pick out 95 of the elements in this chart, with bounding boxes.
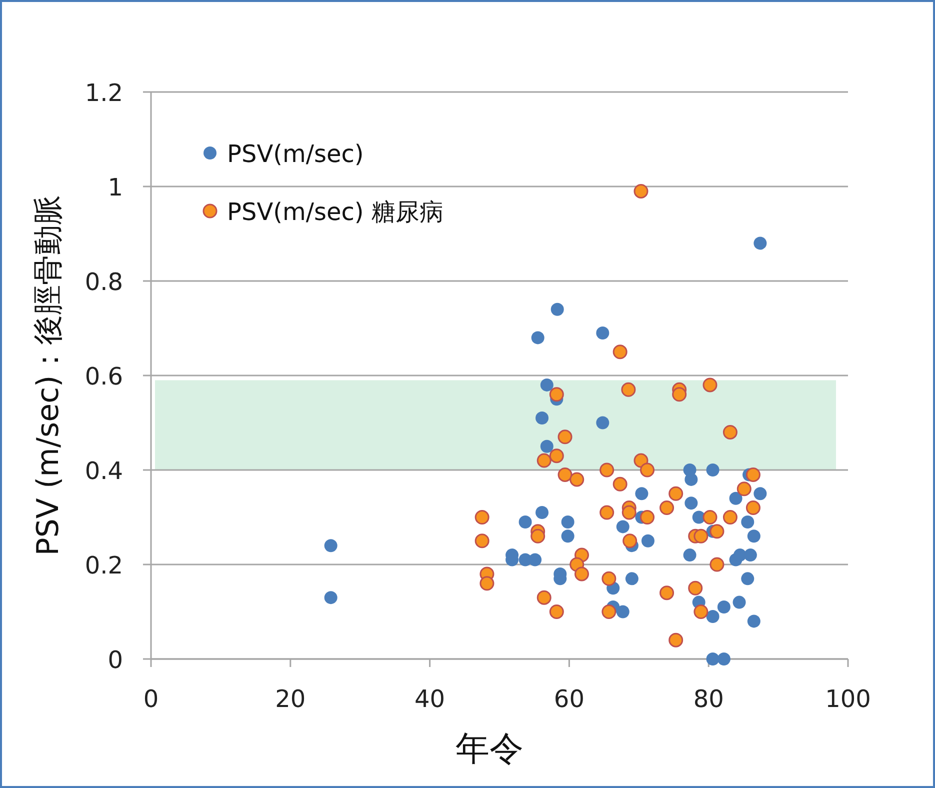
point xyxy=(736,482,752,496)
x-tick-label: 0 xyxy=(143,685,159,713)
point xyxy=(561,530,574,543)
point xyxy=(612,476,628,492)
point xyxy=(634,184,648,198)
point xyxy=(702,510,718,524)
point xyxy=(746,467,760,482)
point xyxy=(602,571,616,586)
point xyxy=(702,378,718,392)
legend-label: PSV(m/sec) xyxy=(227,140,364,168)
point xyxy=(722,510,738,524)
point xyxy=(531,331,544,344)
point xyxy=(732,596,746,609)
point xyxy=(684,496,698,510)
point xyxy=(754,487,767,500)
x-tick-label: 20 xyxy=(275,685,306,713)
point xyxy=(694,604,708,619)
point xyxy=(640,510,655,524)
point xyxy=(729,492,742,505)
point xyxy=(600,505,614,520)
point xyxy=(621,382,636,397)
y-tick-label: 1.2 xyxy=(84,79,123,107)
xlabel: 年令 xyxy=(456,729,524,769)
point xyxy=(602,604,616,619)
point xyxy=(561,515,574,528)
point xyxy=(635,487,648,500)
point xyxy=(747,530,760,543)
point xyxy=(706,652,720,666)
point xyxy=(744,548,757,562)
x-tick-label: 80 xyxy=(693,685,724,713)
point xyxy=(530,528,546,544)
y-tick-label: 0.4 xyxy=(84,457,123,485)
x-tick-label: 40 xyxy=(414,685,446,713)
point xyxy=(640,462,655,478)
point xyxy=(528,553,542,566)
y-tick-label: 0.2 xyxy=(84,552,123,580)
point xyxy=(684,472,698,486)
y-tick-label: 0 xyxy=(108,646,123,674)
point xyxy=(706,610,720,623)
point xyxy=(540,440,554,453)
point xyxy=(747,614,760,628)
point xyxy=(558,467,572,482)
point xyxy=(694,528,708,544)
point xyxy=(683,548,696,562)
ylabel: PSV (m/sec)：後脛骨動脈 xyxy=(31,195,66,556)
point xyxy=(710,524,724,539)
point xyxy=(717,600,730,614)
point xyxy=(722,424,738,440)
point xyxy=(622,534,638,548)
point xyxy=(596,326,610,340)
y-tick-label: 1 xyxy=(108,174,123,202)
point xyxy=(710,557,724,572)
point xyxy=(536,412,549,425)
point xyxy=(518,515,532,528)
point xyxy=(616,605,630,618)
point xyxy=(540,378,554,392)
point xyxy=(746,500,760,516)
point xyxy=(741,572,754,586)
point xyxy=(622,505,636,520)
point xyxy=(536,453,552,468)
point xyxy=(324,591,338,604)
legend-label: PSV(m/sec) 糖尿病 xyxy=(227,198,444,226)
point xyxy=(536,506,549,520)
point xyxy=(574,566,589,582)
point xyxy=(625,572,638,586)
point xyxy=(660,500,674,516)
point xyxy=(688,580,703,596)
point xyxy=(474,534,490,548)
point xyxy=(660,586,674,600)
point xyxy=(480,576,494,591)
x-tick-label: 100 xyxy=(825,685,871,713)
point xyxy=(706,464,720,476)
point xyxy=(754,236,767,250)
point xyxy=(612,344,628,360)
point xyxy=(616,520,630,534)
point xyxy=(717,652,730,666)
point xyxy=(549,448,564,464)
point xyxy=(550,302,564,316)
point xyxy=(741,515,754,528)
point xyxy=(536,590,552,605)
point xyxy=(600,462,614,478)
point xyxy=(549,604,564,619)
point xyxy=(641,534,654,548)
point xyxy=(596,416,610,430)
point xyxy=(474,510,490,524)
point xyxy=(570,472,584,487)
y-tick-label: 0.6 xyxy=(84,362,123,390)
point xyxy=(324,539,338,552)
point xyxy=(672,387,687,402)
point xyxy=(668,486,684,501)
point xyxy=(549,387,564,402)
point xyxy=(558,430,572,444)
point xyxy=(668,632,684,648)
x-tick-label: 60 xyxy=(554,685,584,713)
y-tick-label: 0.8 xyxy=(84,268,123,296)
